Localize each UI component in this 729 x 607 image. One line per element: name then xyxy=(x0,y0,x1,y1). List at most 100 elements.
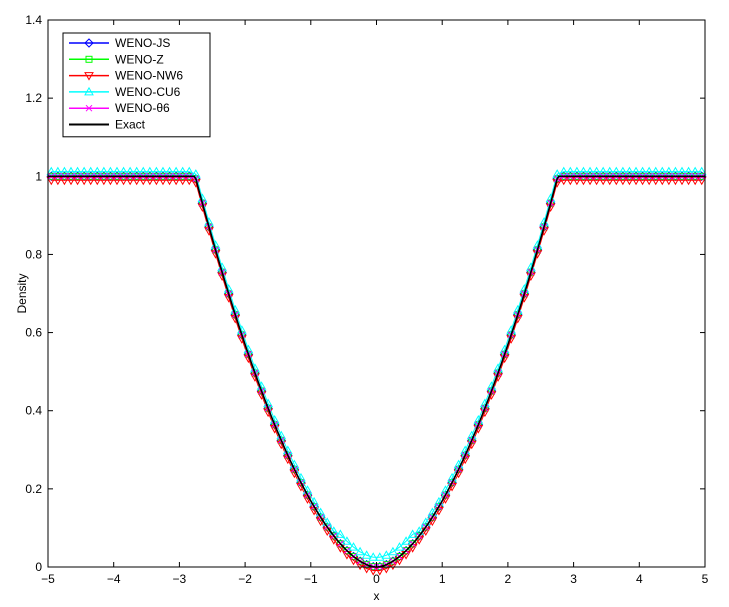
series-2-point-98 xyxy=(690,176,701,186)
series-3-point-41 xyxy=(315,507,326,517)
series-3-point-9 xyxy=(105,166,116,176)
legend-marker-4 xyxy=(85,104,93,112)
x-tick-label-7: 2 xyxy=(505,572,512,586)
series-3-point-54 xyxy=(401,536,411,545)
series-2-point-0 xyxy=(46,176,57,186)
legend-marker-3 xyxy=(84,86,94,96)
series-line-2 xyxy=(51,179,702,572)
series-line-3 xyxy=(51,171,702,558)
legend-label-5: Exact xyxy=(115,118,146,132)
series-2-point-80 xyxy=(572,176,582,186)
series-3-point-80 xyxy=(572,166,582,176)
series-3-point-81 xyxy=(578,166,589,176)
series-2-point-6 xyxy=(85,176,96,186)
series-2-point-49 xyxy=(368,567,379,576)
series-3-point-78 xyxy=(558,166,569,176)
series-2-point-14 xyxy=(138,176,149,186)
series-2-point-82 xyxy=(585,176,595,186)
series-3-point-89 xyxy=(631,166,641,176)
series-2-point-18 xyxy=(164,176,175,186)
series-3-point-88 xyxy=(624,166,635,176)
legend-label-0: WENO-JS xyxy=(115,36,170,50)
x-tick-label-9: 4 xyxy=(636,572,643,586)
series-2-point-78 xyxy=(558,176,569,186)
series-3-point-92 xyxy=(650,166,661,176)
series-3-point-18 xyxy=(164,166,175,176)
y-tick-label-0: 0 xyxy=(35,560,42,574)
series-3-point-94 xyxy=(664,166,674,176)
series-2-point-92 xyxy=(650,176,661,186)
series-2-point-81 xyxy=(578,176,589,186)
y-tick-label-4: 0.8 xyxy=(25,247,42,261)
series-3-point-6 xyxy=(85,166,96,176)
series-2-point-51 xyxy=(381,565,392,574)
legend-marker-0 xyxy=(84,38,94,48)
series-2-point-19 xyxy=(171,176,181,186)
series-2-point-85 xyxy=(604,176,615,186)
series-3-point-49 xyxy=(368,552,379,561)
legend-label-3: WENO-CU6 xyxy=(115,85,181,99)
series-3-point-77 xyxy=(552,169,563,178)
series-3-point-95 xyxy=(670,166,681,176)
x-tick-label-8: 3 xyxy=(570,572,577,586)
series-2-point-2 xyxy=(59,176,70,186)
series-3-point-50 xyxy=(374,552,385,561)
series-1-point-48 xyxy=(363,561,371,569)
series-2-point-8 xyxy=(98,176,109,186)
series-3-point-47 xyxy=(355,546,365,556)
series-3-point-44 xyxy=(335,529,346,538)
series-2-point-93 xyxy=(657,176,668,186)
series-2-point-1 xyxy=(52,176,63,186)
series-3-point-52 xyxy=(388,546,398,556)
y-tick-label-5: 1 xyxy=(35,169,42,183)
series-2-point-11 xyxy=(118,176,129,186)
series-3-point-43 xyxy=(328,526,339,535)
series-2-point-5 xyxy=(79,176,89,186)
y-tick-label-6: 1.2 xyxy=(25,91,42,105)
series-3-point-1 xyxy=(52,166,63,176)
series-2-point-79 xyxy=(565,176,576,186)
series-3-point-10 xyxy=(112,166,122,176)
series-3-point-87 xyxy=(618,166,628,176)
series-2-point-89 xyxy=(631,176,641,186)
y-tick-label-1: 0.2 xyxy=(25,482,42,496)
series-3-point-79 xyxy=(565,166,576,176)
series-2-point-97 xyxy=(683,176,694,186)
series-3-point-90 xyxy=(637,166,648,176)
series-3-point-16 xyxy=(151,166,162,176)
series-3-point-22 xyxy=(190,169,201,178)
series-2-point-7 xyxy=(92,176,103,186)
x-tick-label-5: 0 xyxy=(373,572,380,586)
series-2-point-13 xyxy=(131,176,142,186)
series-3-point-53 xyxy=(394,542,405,551)
series-3-point-8 xyxy=(98,166,109,176)
series-2-point-10 xyxy=(112,176,122,186)
series-2-point-20 xyxy=(177,176,188,186)
series-2-point-91 xyxy=(644,176,655,186)
series-3-point-91 xyxy=(644,166,655,176)
series-3-point-5 xyxy=(79,166,89,176)
series-3-point-15 xyxy=(144,166,155,176)
series-3-point-20 xyxy=(177,166,188,176)
legend-marker-2 xyxy=(84,72,94,81)
series-3-point-19 xyxy=(171,166,181,176)
series-3-point-93 xyxy=(657,166,668,176)
series-2-point-50 xyxy=(374,567,385,576)
series-2-point-95 xyxy=(670,176,681,186)
y-tick-label-2: 0.4 xyxy=(25,404,42,418)
series-3-point-59 xyxy=(434,496,444,506)
legend-marker-1 xyxy=(85,55,93,63)
series-2-point-90 xyxy=(637,176,648,186)
series-2-point-12 xyxy=(125,176,135,186)
y-tick-label-3: 0.6 xyxy=(25,326,42,340)
series-1-point-46 xyxy=(350,552,358,560)
series-2-point-16 xyxy=(151,176,162,186)
series-2-point-48 xyxy=(361,565,372,574)
ticks-layer: −5 −4 −3 −2 −1 0 1 2 3 4 5 0 0.2 0.4 0.6 0.8 1 1.2 1.4 xyxy=(25,13,708,586)
y-axis-label: Density xyxy=(15,273,29,313)
series-3-point-17 xyxy=(158,166,168,176)
series-3-point-86 xyxy=(611,166,622,176)
x-tick-label-3: −2 xyxy=(238,572,252,586)
y-tick-label-7: 1.4 xyxy=(25,13,42,27)
